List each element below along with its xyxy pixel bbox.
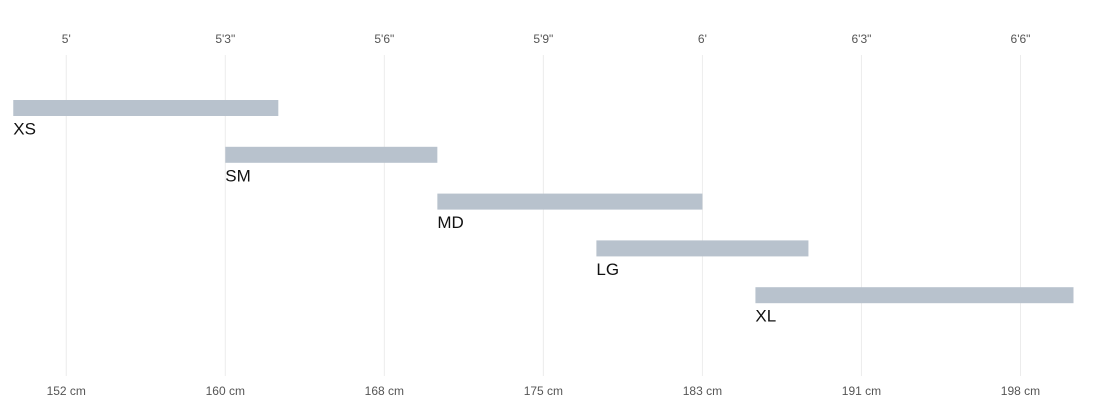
x2-tick-label: 198 cm [1001, 384, 1040, 398]
x2-tick-label: 191 cm [842, 384, 881, 398]
x-tick-label: 5' [62, 32, 71, 46]
x-tick-label: 6' [698, 32, 707, 46]
x-tick-label: 5'3" [215, 32, 235, 46]
range-bar [13, 100, 279, 116]
x2-tick-label: 168 cm [365, 384, 404, 398]
size-label: SM [225, 166, 251, 185]
x-tick-label: 5'9" [533, 32, 553, 46]
x2-tick-label: 160 cm [206, 384, 245, 398]
range-bar [755, 287, 1074, 304]
size-label: XS [13, 119, 36, 138]
range-bar [596, 240, 809, 257]
x2-tick-label: 183 cm [683, 384, 722, 398]
size-label: XL [755, 307, 776, 326]
x2-tick-label: 152 cm [47, 384, 86, 398]
range-bar [225, 146, 438, 163]
x-tick-label: 6'6" [1011, 32, 1031, 46]
size-label: MD [437, 213, 463, 232]
range-bar [437, 193, 703, 210]
x-tick-label: 5'6" [374, 32, 394, 46]
size-label: LG [596, 260, 619, 279]
x-tick-label: 6'3" [851, 32, 871, 46]
x2-tick-label: 175 cm [524, 384, 563, 398]
